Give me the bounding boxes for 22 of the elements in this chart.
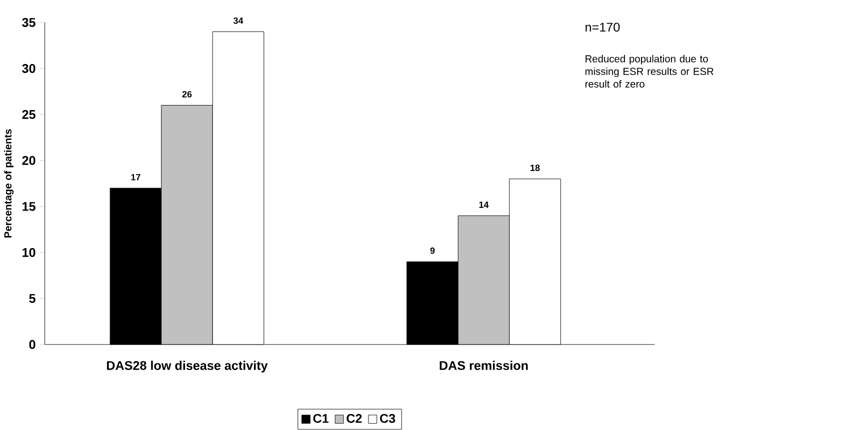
y-tick-label: 30 <box>22 64 36 74</box>
data-label: 18 <box>530 164 540 172</box>
data-label: 9 <box>430 248 435 254</box>
y-tick-label: 25 <box>22 110 36 120</box>
legend-label: C3 <box>380 414 396 424</box>
data-label: 34 <box>233 18 244 24</box>
data-label: 17 <box>131 174 140 180</box>
annotation: Reduced population due to missing ESR results or ESR result of zero <box>585 55 714 88</box>
data-label: 26 <box>182 91 192 98</box>
y-tick-label: 5 <box>29 294 36 304</box>
y-tick-label: 15 <box>22 202 36 212</box>
x-tick-label: DAS28 low disease activity <box>106 360 268 373</box>
legend-label: C2 <box>346 414 362 424</box>
data-label: 14 <box>479 202 489 208</box>
annotation: n=170 <box>586 22 620 32</box>
y-tick-label: 35 <box>22 18 36 28</box>
y-tick-label: 10 <box>22 248 36 258</box>
y-tick-label: 20 <box>22 156 36 166</box>
legend-label: C1 <box>313 414 329 424</box>
y-axis-title: Percentage of patients <box>4 129 14 238</box>
x-tick-label: DAS remission <box>440 360 528 370</box>
y-tick-label: 0 <box>29 340 36 350</box>
